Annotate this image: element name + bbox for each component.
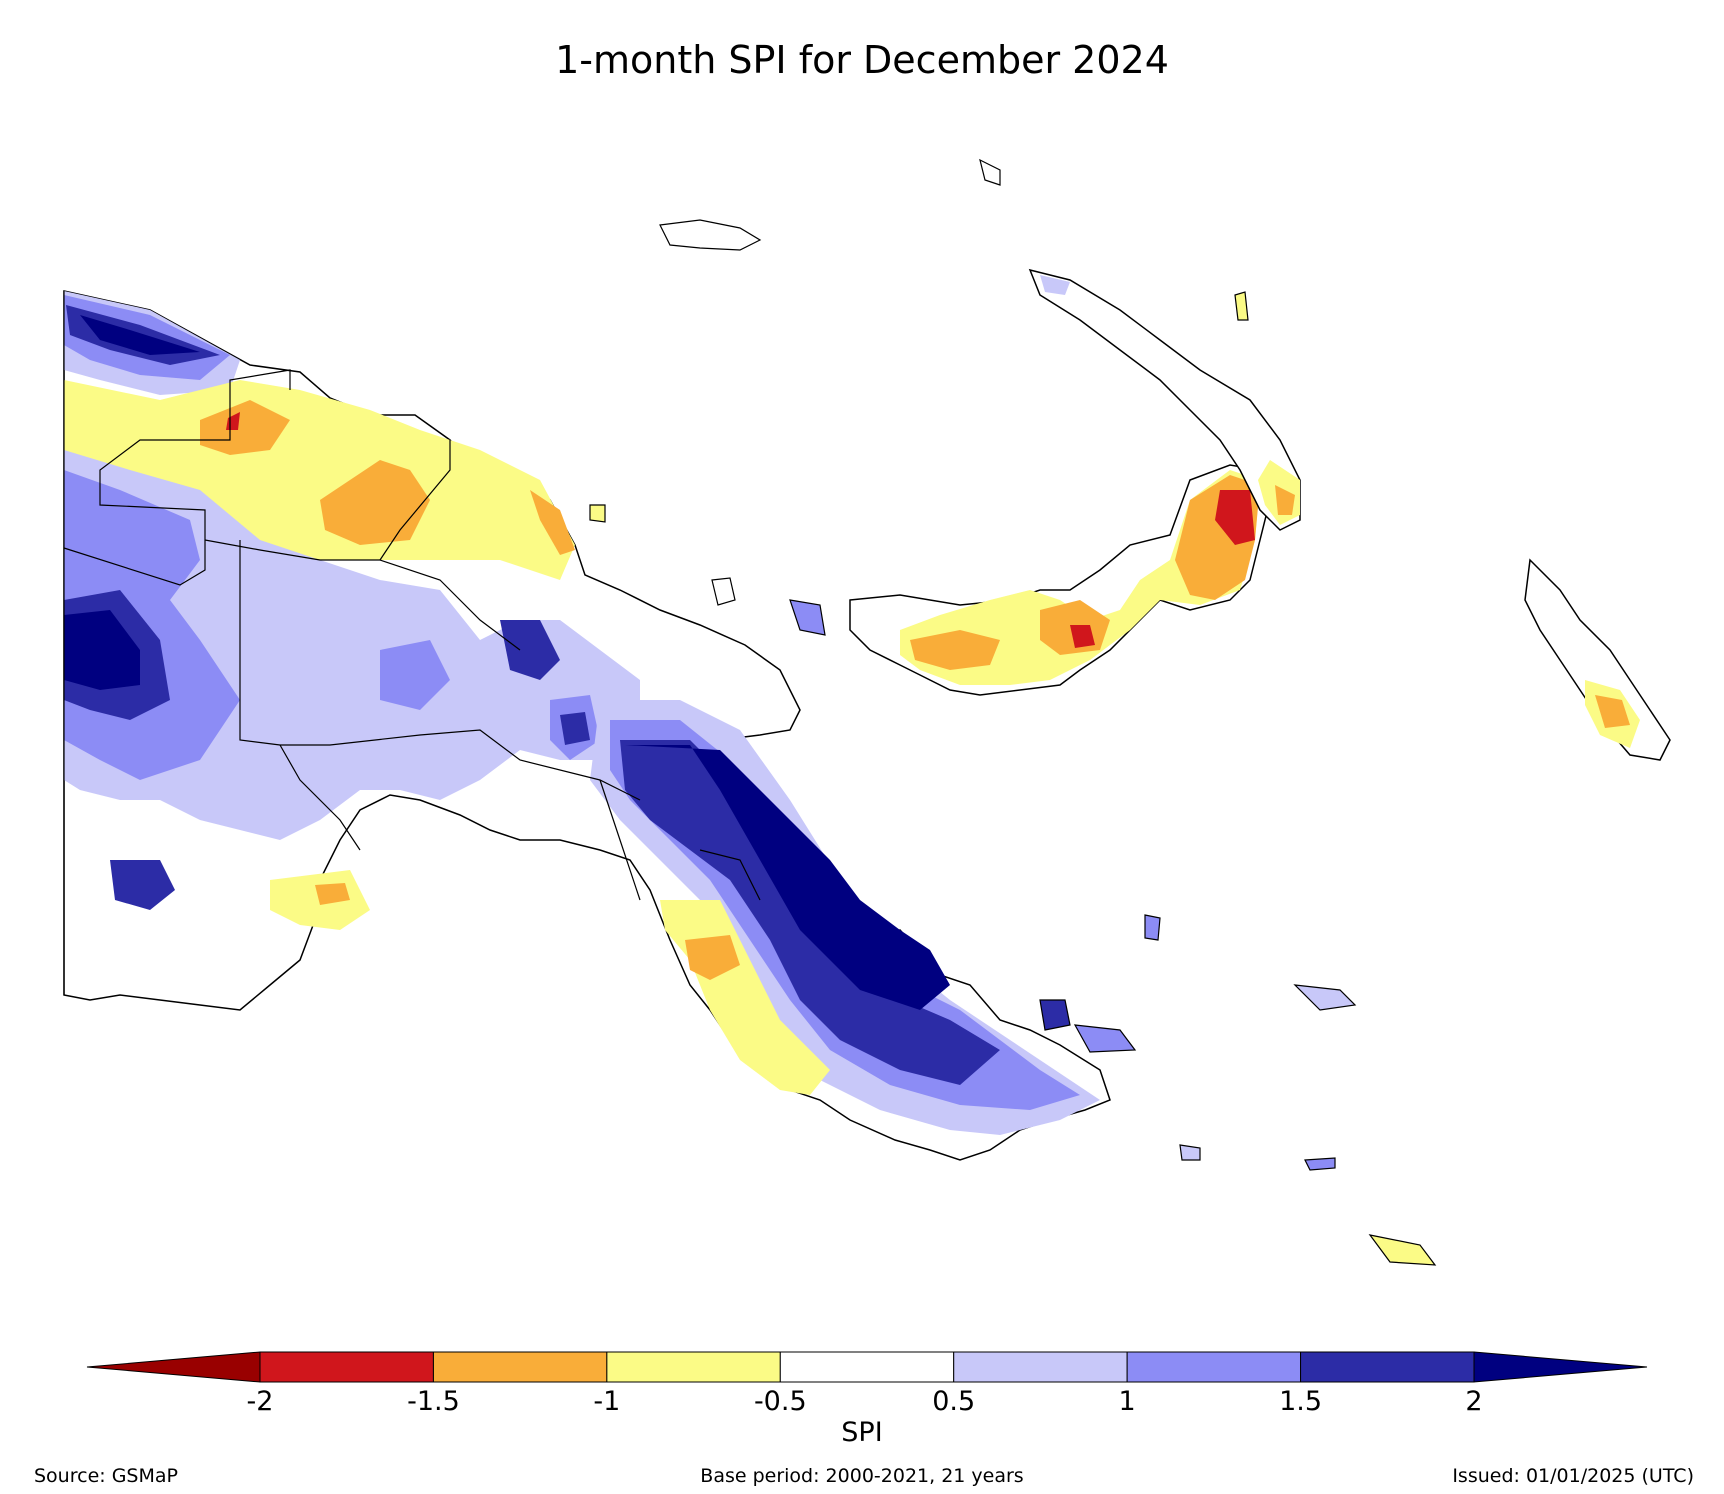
boundary-line-1 xyxy=(63,369,291,586)
bougainville-outline xyxy=(1524,558,1671,761)
dentrecasteaux-1 xyxy=(1039,999,1071,1031)
trobriand-islands xyxy=(1144,914,1161,941)
colorbar-tick-label: -1.5 xyxy=(407,1386,460,1417)
karkar-island xyxy=(589,504,606,523)
colorbar-segment xyxy=(779,1351,955,1383)
spi-zone-central-mid xyxy=(380,640,450,710)
colorbar-tick-label: -0.5 xyxy=(753,1386,807,1417)
spi-zone-west-core xyxy=(64,610,140,690)
rossel-island xyxy=(1368,1234,1437,1266)
bougainville-orange xyxy=(1595,695,1630,728)
new-britain-red-central xyxy=(1070,625,1095,648)
dentrecasteaux-2 xyxy=(1073,1024,1137,1053)
spi-zone-nw-core xyxy=(80,315,200,355)
misima-island xyxy=(1304,1157,1336,1171)
boundary-line-6 xyxy=(599,779,641,901)
source-text: Source: GSMaP xyxy=(34,1465,178,1487)
woodlark-island xyxy=(1293,984,1357,1011)
spi-zone-north-yellow xyxy=(64,380,575,580)
lihir-island xyxy=(1234,291,1249,321)
colorbar-extend-high xyxy=(1473,1351,1648,1383)
spi-zone-north-orange3 xyxy=(530,490,575,555)
spi-zone-madang-dark xyxy=(560,712,590,745)
new-ireland-orange xyxy=(1275,485,1295,515)
colorbar-tick-label: 1.5 xyxy=(1279,1386,1323,1417)
colorbar-label: SPI xyxy=(841,1417,883,1448)
spi-zone-sepik-dark xyxy=(500,620,560,680)
colorbar-segment xyxy=(953,1351,1128,1383)
mussau-island xyxy=(979,158,1001,186)
colorbar-segment xyxy=(1300,1351,1475,1383)
colorbar-tick-label: 1 xyxy=(1118,1386,1136,1417)
new-ireland-light-blue xyxy=(1040,275,1070,295)
boundary-line-5 xyxy=(279,744,361,851)
new-britain-red-east xyxy=(1215,490,1255,545)
spi-zone-south-orange1 xyxy=(685,935,740,980)
colorbar-tick-label: 0.5 xyxy=(932,1386,976,1417)
long-island xyxy=(711,577,736,606)
colorbar-segment xyxy=(432,1351,608,1383)
umboi-island xyxy=(789,599,826,636)
boundary-line-3 xyxy=(239,540,641,801)
new-britain-orange-west xyxy=(910,630,1000,670)
spi-zone-north-orange2 xyxy=(320,460,430,545)
new-ireland-island xyxy=(1028,268,1301,531)
colorbar-tick-label: -2 xyxy=(246,1386,274,1417)
fergusson-island xyxy=(1179,1144,1201,1161)
spi-zone-spine-core xyxy=(625,745,950,1010)
spi-zone-sw-dark xyxy=(110,860,175,910)
colorbar-extend-low xyxy=(86,1351,261,1383)
colorbar-tick-label: 2 xyxy=(1465,1386,1483,1417)
colorbar-tick-label: -1 xyxy=(593,1386,621,1417)
colorbar-segments xyxy=(86,1351,1648,1383)
colorbar-segment xyxy=(1126,1351,1302,1383)
new-britain-island xyxy=(849,464,1271,696)
manus-island xyxy=(659,219,762,251)
bougainville-island xyxy=(1524,558,1671,761)
issued-text: Issued: 01/01/2025 (UTC) xyxy=(1452,1465,1694,1487)
small-islands xyxy=(589,158,1437,1266)
colorbar-segment xyxy=(259,1351,434,1383)
map-title: 1-month SPI for December 2024 xyxy=(555,38,1169,82)
base-period-text: Base period: 2000-2021, 21 years xyxy=(700,1465,1024,1487)
province-boundaries xyxy=(63,291,761,995)
spi-zone-north-orange1 xyxy=(200,400,290,455)
new-britain-yellow xyxy=(900,470,1260,685)
spi-zone-gulf-orange xyxy=(315,883,350,905)
boundary-line-7 xyxy=(699,849,761,901)
boundary-line-4 xyxy=(379,440,451,561)
colorbar-segment xyxy=(606,1351,781,1383)
spi-fill-mainland xyxy=(64,291,1100,1135)
